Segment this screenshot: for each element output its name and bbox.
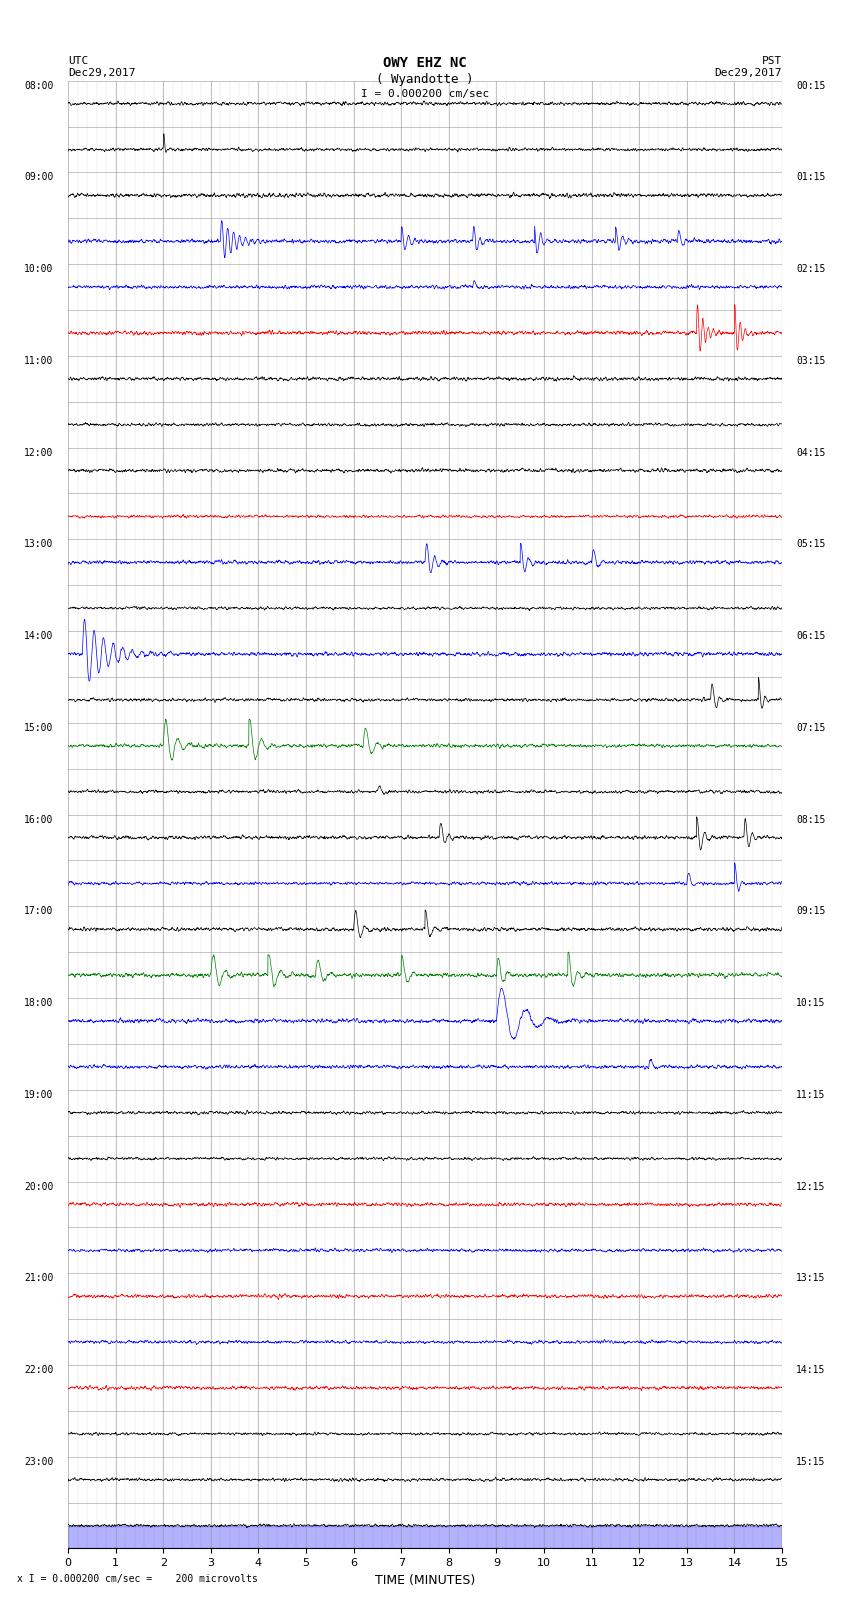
Text: 13:15: 13:15: [796, 1273, 825, 1284]
Text: 10:00: 10:00: [25, 265, 54, 274]
Text: 13:00: 13:00: [25, 539, 54, 550]
Text: OWY EHZ NC: OWY EHZ NC: [383, 56, 467, 71]
Text: 04:15: 04:15: [796, 447, 825, 458]
Text: UTC
Dec29,2017: UTC Dec29,2017: [68, 56, 135, 77]
Text: 23:00: 23:00: [25, 1457, 54, 1466]
Text: 10:15: 10:15: [796, 998, 825, 1008]
Text: ( Wyandotte ): ( Wyandotte ): [377, 73, 473, 85]
Text: 11:00: 11:00: [25, 356, 54, 366]
Text: 05:15: 05:15: [796, 539, 825, 550]
Text: 09:15: 09:15: [796, 907, 825, 916]
Bar: [68, 1526, 782, 1548]
Text: 12:00: 12:00: [25, 447, 54, 458]
Text: 01:15: 01:15: [796, 173, 825, 182]
Text: PST
Dec29,2017: PST Dec29,2017: [715, 56, 782, 77]
Text: 18:00: 18:00: [25, 998, 54, 1008]
Text: 11:15: 11:15: [796, 1090, 825, 1100]
Text: 02:15: 02:15: [796, 265, 825, 274]
Text: 08:00: 08:00: [25, 81, 54, 90]
Text: 06:15: 06:15: [796, 631, 825, 640]
Text: 17:00: 17:00: [25, 907, 54, 916]
Text: 07:15: 07:15: [796, 723, 825, 732]
Text: 16:00: 16:00: [25, 815, 54, 824]
Text: 14:15: 14:15: [796, 1365, 825, 1374]
Text: x I = 0.000200 cm/sec =    200 microvolts: x I = 0.000200 cm/sec = 200 microvolts: [17, 1574, 258, 1584]
Text: 08:15: 08:15: [796, 815, 825, 824]
Text: 03:15: 03:15: [796, 356, 825, 366]
Text: 15:00: 15:00: [25, 723, 54, 732]
Text: 09:00: 09:00: [25, 173, 54, 182]
Text: 19:00: 19:00: [25, 1090, 54, 1100]
Text: 22:00: 22:00: [25, 1365, 54, 1374]
Text: I = 0.000200 cm/sec: I = 0.000200 cm/sec: [361, 89, 489, 98]
Text: 15:15: 15:15: [796, 1457, 825, 1466]
Text: 14:00: 14:00: [25, 631, 54, 640]
Text: 00:15: 00:15: [796, 81, 825, 90]
Text: 20:00: 20:00: [25, 1181, 54, 1192]
X-axis label: TIME (MINUTES): TIME (MINUTES): [375, 1574, 475, 1587]
Text: 21:00: 21:00: [25, 1273, 54, 1284]
Text: 12:15: 12:15: [796, 1181, 825, 1192]
